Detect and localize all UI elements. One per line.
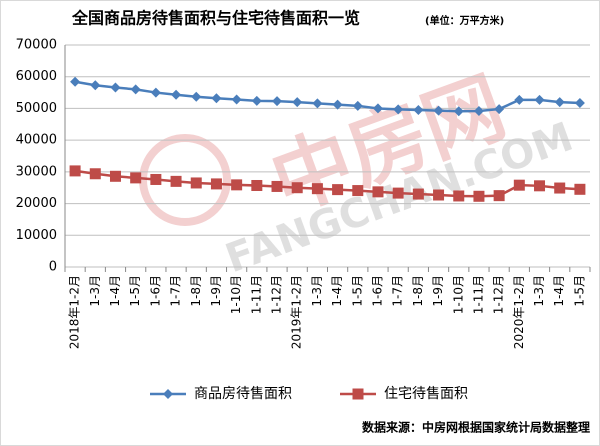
x-tick-label: 1-3月	[532, 275, 546, 307]
chart-subtitle: (单位：万平方米)	[425, 14, 504, 27]
data-point	[171, 89, 182, 100]
x-tick-label: 2018年1-2月	[68, 275, 82, 349]
data-point	[130, 172, 142, 184]
data-point	[190, 177, 202, 189]
x-tick-label: 1-5月	[350, 275, 364, 307]
chart-title: 全国商品房待售面积与住宅待售面积一览	[71, 9, 360, 28]
data-point	[291, 182, 303, 194]
x-tick-label: 1-3月	[310, 275, 324, 307]
data-point	[574, 98, 585, 109]
data-point	[130, 84, 141, 95]
data-point	[493, 190, 505, 202]
data-point	[272, 96, 283, 107]
data-point	[292, 97, 303, 108]
x-tick-label: 1-8月	[411, 275, 425, 307]
data-point	[311, 183, 323, 195]
data-point	[453, 106, 464, 117]
x-tick-label: 1-10月	[451, 275, 465, 314]
data-point	[433, 189, 445, 201]
data-point	[90, 80, 101, 91]
data-point	[69, 165, 81, 177]
data-point	[433, 105, 444, 116]
data-point	[70, 76, 81, 87]
data-point	[170, 175, 182, 187]
data-point	[231, 94, 242, 105]
x-tick-label: 1-6月	[370, 275, 384, 307]
data-point	[514, 94, 525, 105]
data-point	[372, 186, 384, 198]
data-point	[494, 104, 505, 115]
legend-label: 商品房待售面积	[194, 386, 292, 402]
source-note: 数据来源：中房网根据国家统计局数据整理	[362, 420, 590, 435]
data-point	[231, 179, 243, 191]
data-point	[453, 190, 465, 202]
data-point	[372, 103, 383, 114]
y-tick-label: 0	[49, 260, 57, 275]
legend-marker	[163, 389, 173, 399]
data-point	[393, 104, 404, 115]
legend-marker	[352, 388, 364, 400]
x-tick-label: 1-10月	[229, 275, 243, 314]
data-point	[574, 183, 586, 195]
x-tick-label: 1-9月	[209, 275, 223, 307]
data-point	[554, 97, 565, 108]
x-tick-label: 2019年1-2月	[290, 275, 304, 349]
x-tick-label: 1-4月	[108, 275, 122, 307]
x-tick-label: 1-6月	[148, 275, 162, 307]
x-tick-label: 1-8月	[189, 275, 203, 307]
data-point	[89, 168, 101, 180]
legend-label: 住宅待售面积	[384, 386, 468, 402]
x-tick-label: 1-4月	[330, 275, 344, 307]
data-point	[210, 178, 222, 190]
data-point	[109, 170, 121, 182]
x-tick-label: 1-5月	[128, 275, 142, 307]
x-tick-label: 1-7月	[169, 275, 183, 307]
y-tick-label: 20000	[16, 196, 57, 211]
data-point	[412, 188, 424, 200]
data-point	[150, 173, 162, 185]
data-point	[332, 184, 344, 196]
x-tick-label: 1-11月	[471, 275, 485, 314]
data-point	[191, 91, 202, 102]
data-point	[352, 100, 363, 111]
data-point	[150, 87, 161, 98]
x-tick-label: 1-7月	[391, 275, 405, 307]
y-tick-label: 70000	[16, 38, 57, 53]
x-tick-label: 2020年1-2月	[512, 275, 526, 349]
x-tick-label: 1-3月	[88, 275, 102, 307]
x-tick-label: 1-5月	[572, 275, 586, 307]
data-point	[110, 82, 121, 93]
x-tick-label: 1-12月	[270, 275, 284, 314]
data-point	[332, 99, 343, 110]
data-point	[554, 182, 566, 194]
x-tick-label: 1-4月	[552, 275, 566, 307]
y-tick-label: 60000	[16, 69, 57, 84]
x-tick-label: 1-9月	[431, 275, 445, 307]
data-point	[271, 180, 283, 192]
data-point	[534, 94, 545, 105]
data-point	[251, 179, 263, 191]
watermark-logo	[139, 134, 231, 226]
x-tick-label: 1-11月	[249, 275, 263, 314]
data-point	[352, 185, 364, 197]
data-point	[251, 95, 262, 106]
data-point	[211, 93, 222, 104]
data-point	[534, 180, 546, 192]
data-point	[413, 105, 424, 116]
data-point	[473, 105, 484, 116]
y-tick-label: 30000	[16, 164, 57, 179]
data-point	[513, 179, 525, 191]
y-tick-label: 50000	[16, 101, 57, 116]
x-tick-label: 1-12月	[492, 275, 506, 314]
data-point	[473, 190, 485, 202]
data-point	[392, 187, 404, 199]
data-point	[312, 98, 323, 109]
y-tick-label: 40000	[16, 133, 57, 148]
y-tick-label: 10000	[16, 228, 57, 243]
